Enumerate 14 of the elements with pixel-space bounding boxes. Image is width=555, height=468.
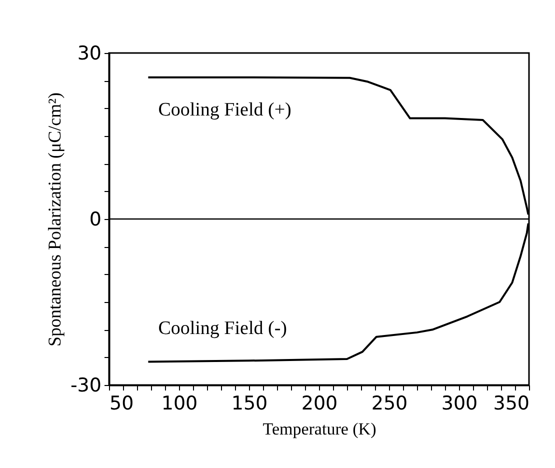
x-tick-label: 150: [231, 392, 268, 414]
x-tick-label: 350: [493, 392, 530, 414]
x-tick-label: 300: [441, 392, 478, 414]
y-tick-label: 0: [89, 208, 102, 230]
y-axis-title: Spontaneous Polarization (μC/cm²): [44, 92, 64, 347]
x-tick-label: 100: [161, 392, 198, 414]
y-tick-label: 30: [77, 42, 102, 64]
series-label: Cooling Field (+): [158, 99, 292, 120]
x-axis-title: Temperature (K): [262, 420, 376, 438]
y-tick-label: -30: [70, 374, 102, 396]
x-tick-label: 250: [371, 392, 408, 414]
x-tick-label: 200: [301, 392, 338, 414]
x-tick-label: 50: [110, 392, 134, 414]
series-label: Cooling Field (-): [158, 318, 287, 339]
